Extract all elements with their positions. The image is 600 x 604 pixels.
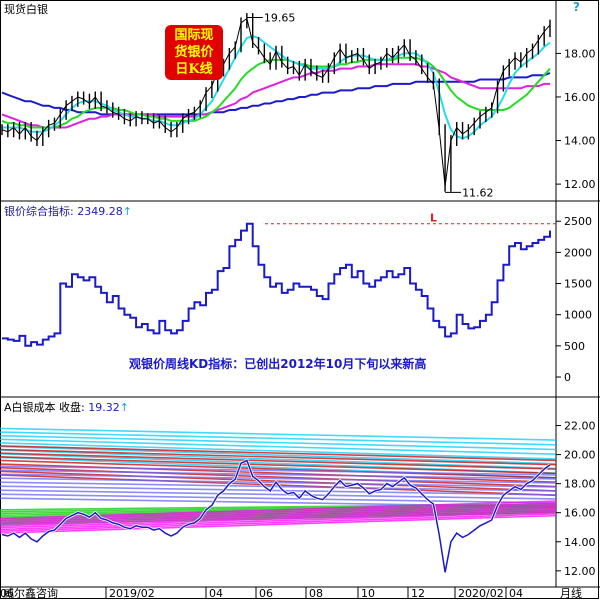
panel3-title: A白银成本 收盘: 19.32↑ [4, 400, 129, 414]
p3-tick-label: 20.00 [564, 449, 596, 462]
indicator-line [2, 222, 551, 347]
cost-band-line [0, 502, 556, 522]
cost-band-line [0, 493, 556, 504]
cost-band-line [0, 466, 556, 488]
p2-tick-label: 0 [564, 371, 571, 384]
cost-band-line [0, 505, 556, 525]
p2-tick-label: 2500 [564, 215, 592, 228]
ma-magenta-line [1, 63, 550, 129]
cost-price-line [1, 459, 551, 573]
p1-tick-label: 16.00 [564, 91, 596, 104]
panel2-title: 银价综合指标: 2349.28↑ [4, 204, 132, 218]
cost-band-line [0, 449, 556, 470]
badge-line-1: 国际现 [174, 28, 214, 43]
cost-band-line [0, 469, 556, 480]
cost-band-line [0, 434, 556, 451]
cost-band-line [0, 445, 556, 465]
p3-tick-label: 12.00 [564, 565, 596, 578]
cost-band-line [0, 445, 556, 462]
panel1-title: 现货白银 [4, 2, 48, 16]
p3-tick-label: 14.00 [564, 536, 596, 549]
cost-bands [0, 427, 556, 534]
chart-badge: 国际现 货银价 日K线 [165, 25, 223, 80]
p3-tick-label: 22.00 [564, 420, 596, 433]
x-tick-label: 2020/02 [458, 587, 504, 600]
x-tick-label: 06 [0, 587, 14, 600]
cost-band-line [0, 485, 556, 496]
cost-band-line [0, 470, 556, 492]
p1-tick-label: 18.00 [564, 47, 596, 60]
cost-band-line [0, 438, 556, 456]
cost-band-line [0, 473, 556, 484]
cost-band-line [0, 455, 556, 475]
x-tick-label: 12 [411, 587, 425, 600]
p2-tick-label: 1000 [564, 309, 592, 322]
p2-tick-label: 1500 [564, 278, 592, 291]
badge-line-2: 货银价 [174, 45, 214, 60]
reference-marker: L [430, 212, 437, 225]
x-tick-label: 10 [361, 587, 375, 600]
cost-band-line [0, 512, 556, 533]
cost-band-line [0, 448, 556, 466]
source-label: 威尔鑫咨询 [3, 586, 58, 600]
p2-tick-label: 2000 [564, 246, 592, 259]
cost-band-line [0, 503, 556, 523]
x-tick-label: 2019/02 [109, 587, 155, 600]
cost-band-line [0, 514, 556, 534]
x-tick-label: 06 [259, 587, 273, 600]
cost-band-line [0, 427, 556, 441]
cost-band-line [0, 459, 556, 479]
p1-tick-label: 14.00 [564, 135, 596, 148]
cost-band-line [0, 465, 556, 476]
cost-band-line [0, 489, 556, 500]
price-line [1, 18, 551, 187]
cost-band-line [0, 431, 556, 446]
cost-band-line [0, 503, 556, 511]
cost-band-line [0, 452, 556, 470]
cost-band-line [0, 511, 556, 531]
help-icon: ? [573, 0, 580, 14]
indicator-annotation: 观银价周线KD指标：已创出2012年10月下旬以来新高 [129, 356, 426, 371]
high-annotation-label: 19.65 [264, 11, 296, 24]
cost-band-line [0, 442, 556, 460]
period-label: 月线 [560, 586, 582, 600]
low-annotation-label: 11.62 [462, 186, 494, 199]
cost-band-line [0, 507, 556, 527]
cost-band-line [0, 509, 556, 529]
p1-tick-label: 12.00 [564, 178, 596, 191]
x-tick-label: 04 [509, 587, 523, 600]
ma-blue-line [1, 72, 551, 116]
x-tick-label: 08 [309, 587, 323, 600]
x-tick-label: 04 [209, 587, 223, 600]
badge-line-3: 日K线 [175, 62, 213, 77]
p3-tick-label: 16.00 [564, 507, 596, 520]
p3-tick-label: 18.00 [564, 478, 596, 491]
p2-tick-label: 500 [564, 340, 585, 353]
